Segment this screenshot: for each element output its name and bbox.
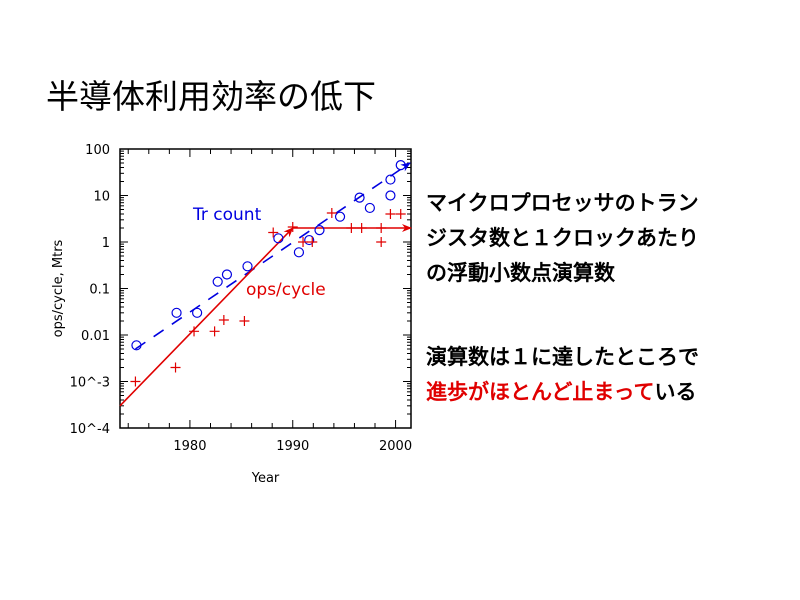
x-axis-label: Year <box>251 471 280 486</box>
x-tick-label: 1980 <box>173 439 206 454</box>
data-point-tr-count <box>364 202 375 214</box>
data-point-tr-count <box>171 307 182 318</box>
conclusion-paragraph: 演算数は１に達したところで進歩がほとんど止まっている <box>426 340 716 410</box>
y-tick-label: 1 <box>102 236 110 251</box>
y-tick-label: 0.1 <box>89 283 110 298</box>
slide-title: 半導体利用効率の低下 <box>46 77 376 116</box>
description-paragraph: マイクロプロセッサのトランジスタ数と１クロックあたりの浮動小数点演算数 <box>426 191 699 285</box>
data-point-tr-count <box>131 340 142 351</box>
data-point-ops-cycle <box>326 208 337 219</box>
data-point-ops-cycle <box>385 209 396 220</box>
data-point-tr-count <box>192 307 203 318</box>
data-point-tr-count <box>212 276 223 287</box>
conclusion-highlight: 進歩がほとんど止まって <box>426 380 655 404</box>
trend-line-ops-cycle <box>119 227 294 407</box>
data-point-ops-cycle <box>307 237 318 247</box>
data-point-ops-cycle <box>239 316 250 327</box>
data-point-tr-count <box>221 269 233 280</box>
data-point-ops-cycle <box>287 222 298 233</box>
y-tick-label: 10^-4 <box>70 422 110 437</box>
y-tick-label: 0.01 <box>81 329 110 344</box>
data-point-ops-cycle <box>376 237 387 247</box>
y-axis-label: ops/cycle, Mtrs <box>51 239 66 337</box>
data-point-tr-count <box>273 233 284 244</box>
data-point-tr-count <box>242 261 253 272</box>
data-point-ops-cycle <box>268 227 279 238</box>
data-point-tr-count <box>385 190 396 201</box>
x-tick-label: 1990 <box>276 439 309 454</box>
series-label-ops-cycle: ops/cycle <box>246 280 326 300</box>
data-point-ops-cycle <box>298 237 309 247</box>
trend-line-tr-count <box>134 162 411 350</box>
y-tick-label: 10^-3 <box>70 376 110 391</box>
data-point-ops-cycle <box>189 326 200 337</box>
data-point-ops-cycle <box>130 376 141 387</box>
conclusion-text: 演算数は１に達したところで <box>426 345 699 369</box>
data-point-tr-count <box>304 234 315 246</box>
series-label-tr-count: Tr count <box>192 205 262 225</box>
conclusion-text-end: いる <box>654 380 697 404</box>
data-point-tr-count <box>385 174 396 185</box>
x-tick-label: 2000 <box>379 439 412 454</box>
y-tick-label: 100 <box>85 143 110 158</box>
data-point-ops-cycle <box>209 326 220 337</box>
data-point-ops-cycle <box>346 223 357 234</box>
data-point-ops-cycle <box>218 315 229 326</box>
y-tick-label: 10 <box>93 190 110 205</box>
data-point-ops-cycle <box>356 223 367 234</box>
data-point-tr-count <box>314 225 325 236</box>
data-point-ops-cycle <box>376 223 387 234</box>
data-point-ops-cycle <box>395 209 406 220</box>
data-point-tr-count <box>354 192 365 203</box>
data-point-ops-cycle <box>170 362 181 373</box>
data-point-tr-count <box>293 247 305 258</box>
data-point-tr-count <box>334 211 346 222</box>
data-point-tr-count <box>395 160 406 171</box>
